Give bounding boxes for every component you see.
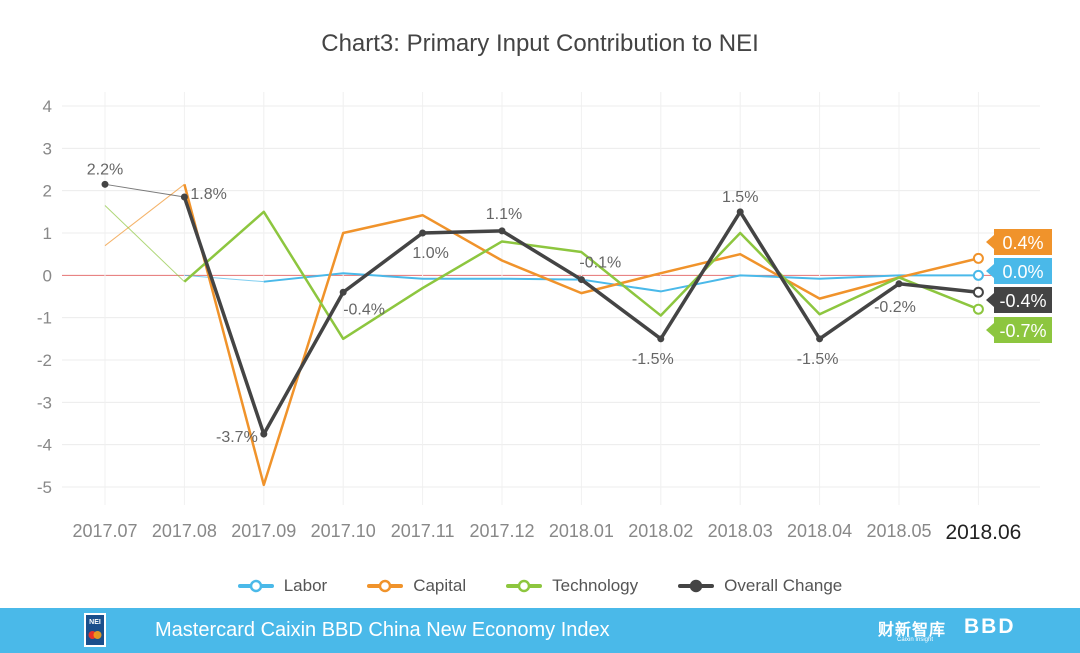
overall-change-point <box>498 227 506 235</box>
overall-change-point <box>260 430 268 438</box>
overall-change-point <box>895 280 903 288</box>
end-marker-technology <box>972 303 984 315</box>
end-label-text: -0.7% <box>999 321 1046 341</box>
data-label: 1.8% <box>190 186 226 203</box>
end-label-badge: -0.7% <box>986 317 1052 343</box>
data-label: 2.2% <box>87 161 123 178</box>
grid <box>62 92 1040 505</box>
x-tick-label: 2017.12 <box>469 521 534 541</box>
series-line-labor <box>263 272 979 293</box>
end-marker-capital <box>972 252 984 264</box>
data-label: -3.7% <box>216 429 258 446</box>
legend-item-capital[interactable]: Capital <box>367 575 466 597</box>
x-tick-label: 2018.01 <box>549 521 614 541</box>
overall-change-point <box>577 276 585 284</box>
series-line-technology-start <box>104 205 185 283</box>
legend-marker-labor-icon <box>237 579 274 593</box>
overall-change-point <box>419 229 427 237</box>
legend-item-technology[interactable]: Technology <box>506 575 638 597</box>
chart-title: Chart3: Primary Input Contribution to NE… <box>321 30 759 57</box>
x-tick-label: 2017.08 <box>152 521 217 541</box>
y-tick-label: 3 <box>43 139 52 158</box>
series-line-capital <box>183 183 979 487</box>
y-tick-label: 1 <box>43 224 52 243</box>
end-label-text: -0.4% <box>999 291 1046 311</box>
x-tick-label: 2017.07 <box>72 521 137 541</box>
end-marker-overall-change <box>972 286 984 298</box>
overall-change-point <box>339 288 347 296</box>
series-line-overall-change-start <box>104 183 185 198</box>
y-tick-label: -4 <box>37 436 52 455</box>
overall-change-point <box>101 180 109 188</box>
data-label: -0.1% <box>579 255 621 272</box>
end-label-badge: 0.0% <box>986 258 1052 284</box>
series-line-labor-start <box>184 274 264 283</box>
legend-label-technology: Technology <box>552 576 639 595</box>
y-tick-label: -5 <box>37 478 52 497</box>
end-label-bg <box>986 229 1052 255</box>
nei-logo-text: NEI <box>89 619 101 626</box>
data-label: 1.5% <box>722 189 758 206</box>
x-tick-label: 2018.06 <box>945 521 1021 544</box>
end-label-text: 0.4% <box>1002 233 1043 253</box>
caixin-logo-subtext: Caixin Insight <box>897 637 934 643</box>
x-tick-label: 2018.03 <box>708 521 773 541</box>
y-tick-label: -3 <box>37 393 52 412</box>
y-tick-label: -1 <box>37 309 52 328</box>
data-label: -0.4% <box>343 301 385 318</box>
legend-marker-technology-icon <box>506 579 543 593</box>
x-tick-label: 2017.10 <box>311 521 376 541</box>
y-tick-label: 0 <box>43 266 52 285</box>
legend-item-overall-change[interactable]: Overall Change <box>678 575 842 597</box>
series-line-capital-start <box>104 183 185 247</box>
y-tick-label: -2 <box>37 351 52 370</box>
legend-marker-capital-icon <box>367 579 404 593</box>
data-label: -0.2% <box>874 299 916 316</box>
overall-change-point <box>736 208 744 216</box>
x-tick-label: 2017.11 <box>391 521 455 541</box>
end-label-bg <box>986 258 1052 284</box>
chart-legend: Labor Capital Technology Overall Change <box>0 575 1080 597</box>
line-chart: 4 3 2 1 0 -1 -2 -3 -4 -5 2017.07 2017.08 2017.09 2017… <box>37 92 1052 544</box>
overall-change-point <box>180 193 188 201</box>
end-label-bg <box>986 287 1052 313</box>
end-label-badge: 0.4% <box>986 229 1052 255</box>
x-tick-label: 2017.09 <box>231 521 296 541</box>
end-label-bg <box>986 317 1052 343</box>
legend-item-labor[interactable]: Labor <box>237 575 328 597</box>
overall-change-point <box>816 335 824 343</box>
caixin-logo-text: 财新智库 <box>878 622 947 639</box>
data-label: 1.0% <box>412 245 448 262</box>
legend-label-labor: Labor <box>283 576 328 595</box>
x-tick-label: 2018.05 <box>866 521 931 541</box>
x-tick-label: 2018.02 <box>628 521 693 541</box>
bbd-logo-text: BBD <box>964 615 1016 638</box>
end-marker-labor <box>972 269 984 281</box>
data-label: -1.5% <box>797 351 839 368</box>
footer-brand-title: Mastercard Caixin BBD China New Economy … <box>155 619 610 641</box>
footer-bar: NEI Mastercard Caixin BBD China New Econ… <box>0 608 1080 653</box>
data-label: 1.1% <box>486 206 522 223</box>
data-label: -1.5% <box>632 351 674 368</box>
nei-logo-icon: NEI <box>84 613 106 647</box>
overall-change-point <box>657 335 665 343</box>
legend-marker-overall-change-icon <box>678 579 715 593</box>
legend-label-capital: Capital <box>413 576 467 595</box>
end-label-text: 0.0% <box>1002 262 1043 282</box>
y-tick-label: 4 <box>43 97 52 116</box>
series-line-technology <box>183 210 979 341</box>
x-tick-label: 2018.04 <box>787 521 852 541</box>
legend-label-overall-change: Overall Change <box>724 576 843 595</box>
y-tick-label: 2 <box>43 182 52 201</box>
end-label-badge: -0.4% <box>986 287 1052 313</box>
